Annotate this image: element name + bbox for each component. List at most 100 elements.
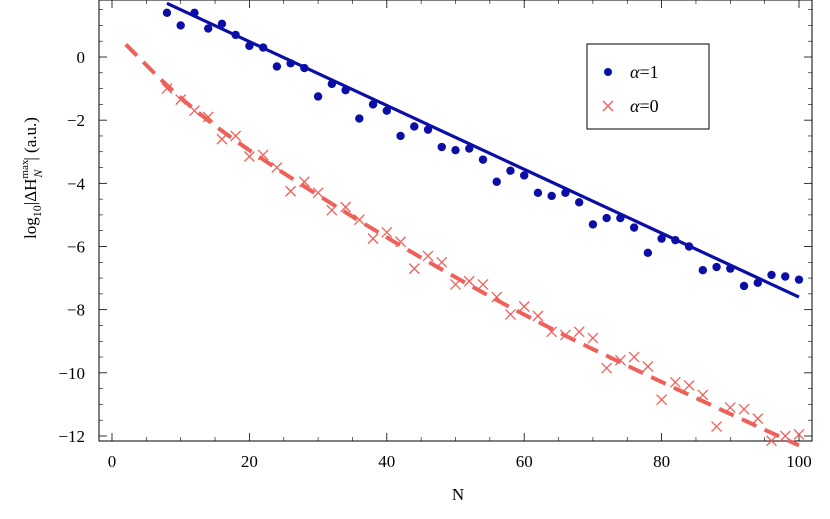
x-tick-labels: 0 20 40 60 80 100	[108, 452, 812, 471]
y-tick-label: −10	[58, 364, 85, 383]
x-tick-label: 80	[653, 452, 670, 471]
data-point-alpha1	[203, 24, 213, 33]
data-point-alpha0	[367, 233, 379, 245]
data-point-alpha0	[216, 133, 228, 145]
x-tick-label: 100	[786, 452, 812, 471]
data-point-alpha0	[271, 162, 283, 174]
data-point-alpha1	[245, 41, 254, 51]
x-tick-label: 60	[516, 452, 533, 471]
y-tick-label: −2	[67, 111, 85, 130]
data-point-alpha0	[230, 130, 242, 142]
y-axis-title-subN: N	[31, 169, 45, 179]
data-point-alpha1	[258, 43, 268, 52]
data-point-alpha0	[752, 413, 764, 425]
legend-marker-alpha1	[604, 68, 612, 76]
data-point-alpha0	[628, 351, 640, 363]
y-tick-label: −4	[67, 174, 86, 193]
data-point-alpha0	[724, 402, 736, 414]
data-point-alpha1	[506, 166, 515, 175]
data-point-alpha0	[532, 310, 544, 322]
axis-ticks	[99, 0, 812, 441]
data-point-alpha0	[312, 187, 324, 199]
x-tick-label: 0	[108, 452, 117, 471]
data-point-alpha0	[326, 204, 338, 216]
data-point-alpha0	[614, 354, 626, 366]
y-tick-label: −12	[58, 427, 85, 446]
data-point-alpha0	[766, 435, 777, 447]
data-point-alpha1	[231, 30, 240, 40]
data-point-alpha1	[561, 188, 570, 198]
y-tick-label: −8	[67, 301, 85, 320]
data-points	[161, 8, 805, 447]
data-point-alpha1	[396, 131, 405, 141]
legend: α=1 α=0	[586, 43, 710, 130]
fit-line-alpha1	[166, 1, 800, 299]
data-point-alpha1	[794, 275, 804, 284]
y-tick-label: 0	[77, 48, 86, 67]
data-point-alpha1	[657, 234, 666, 243]
data-point-alpha1	[272, 62, 282, 71]
data-point-alpha0	[257, 149, 269, 161]
data-point-alpha1	[300, 63, 309, 73]
data-point-alpha0	[463, 275, 475, 287]
data-point-alpha1	[465, 144, 474, 153]
data-point-alpha1	[520, 171, 529, 180]
data-point-alpha1	[437, 142, 446, 152]
data-point-alpha0	[683, 380, 695, 391]
data-point-alpha0	[436, 256, 448, 268]
data-point-alpha1	[739, 281, 749, 291]
y-axis-title-sup: max	[19, 159, 31, 178]
data-point-alpha0	[779, 430, 791, 442]
data-point-alpha1	[753, 278, 762, 288]
data-point-alpha1	[492, 177, 501, 186]
x-tick-label: 20	[241, 452, 258, 471]
data-point-alpha0	[587, 332, 599, 344]
data-point-alpha1	[382, 106, 391, 115]
data-point-alpha0	[175, 94, 187, 106]
data-point-alpha0	[559, 329, 571, 341]
data-point-alpha0	[573, 326, 585, 338]
data-point-alpha1	[451, 145, 460, 155]
data-point-alpha1	[781, 272, 790, 281]
legend-box	[586, 43, 710, 130]
data-point-alpha0	[395, 236, 406, 248]
data-point-alpha1	[423, 125, 433, 134]
data-point-alpha1	[410, 122, 419, 131]
data-point-alpha0	[161, 83, 173, 95]
data-point-alpha0	[793, 428, 805, 440]
data-point-alpha1	[162, 8, 172, 17]
data-point-alpha1	[629, 223, 639, 232]
y-tick-label: −6	[67, 238, 85, 257]
data-point-alpha1	[341, 85, 350, 95]
data-point-alpha1	[588, 220, 598, 229]
data-point-alpha1	[726, 264, 735, 273]
data-point-alpha1	[190, 8, 199, 17]
y-axis-title: log10|ΔHmaxN | (a.u.)	[19, 117, 45, 239]
legend-label-alpha1: α=1	[630, 62, 659, 82]
x-axis-title: N	[452, 485, 464, 504]
data-point-alpha0	[298, 176, 310, 188]
data-point-alpha0	[450, 278, 461, 290]
y-axis-title-sub10: 10	[30, 205, 44, 217]
data-point-alpha1	[712, 262, 721, 272]
y-axis-title-prefix: log	[21, 217, 40, 239]
y-tick-labels: 0 −2 −4 −6 −8 −10 −12	[58, 48, 85, 446]
data-point-alpha0	[477, 278, 489, 290]
data-point-alpha0	[505, 308, 516, 320]
data-point-alpha1	[327, 79, 337, 89]
data-point-alpha0	[491, 291, 503, 303]
data-point-alpha1	[355, 114, 364, 123]
data-point-alpha0	[697, 389, 709, 401]
data-point-alpha1	[547, 191, 556, 201]
data-point-alpha0	[285, 185, 297, 197]
data-point-alpha1	[217, 19, 227, 29]
data-point-alpha1	[684, 242, 694, 251]
data-point-alpha0	[340, 201, 352, 213]
y-axis-title-mid: |ΔH	[21, 179, 40, 206]
data-point-alpha1	[368, 100, 378, 109]
data-point-alpha1	[671, 235, 680, 245]
data-point-alpha1	[643, 248, 653, 258]
data-point-alpha0	[188, 105, 200, 117]
data-point-alpha1	[698, 265, 708, 275]
